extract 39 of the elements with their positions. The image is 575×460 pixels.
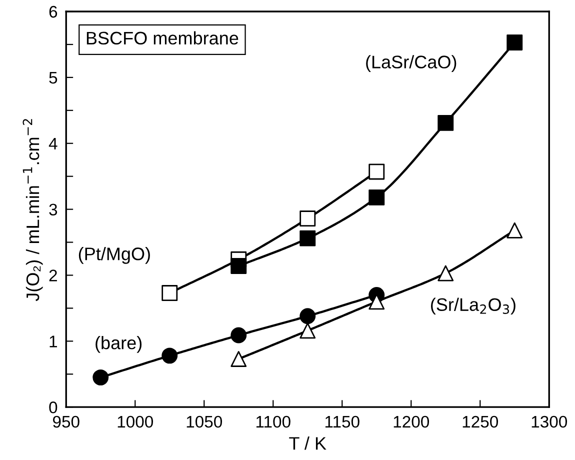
point (230, 327, 247, 344)
point (300, 230, 316, 246)
point (368, 189, 385, 206)
point (506, 222, 523, 238)
y-tick-label: 4 (48, 138, 58, 150)
series-label: (bare) (96, 336, 142, 353)
x-tick-label: 1050 (186, 416, 222, 428)
x-tick-label: 1000 (118, 416, 154, 428)
x-tick-label: 1300 (532, 416, 568, 428)
x-tick-label: 1100 (256, 416, 290, 428)
x-tick-label: 1250 (462, 416, 498, 428)
y-tick-label: 2 (49, 270, 57, 282)
point (230, 350, 247, 367)
point (506, 34, 523, 50)
point (300, 322, 316, 339)
point (92, 369, 109, 386)
point (300, 210, 316, 227)
series-label: (Sr/La$_{2}$O$_{3}$) (431, 298, 516, 315)
y-tick-label: 3 (49, 204, 58, 216)
y-tick-label: 5 (49, 72, 58, 84)
x-tick-label: 1150 (325, 416, 360, 428)
y-tick-label: 6 (49, 6, 58, 18)
point (300, 308, 316, 324)
point (368, 164, 385, 180)
text: BSCFO membrane (86, 31, 238, 45)
x-tick-label: 950 (53, 416, 80, 428)
y-tick-label: 0 (49, 402, 58, 414)
series-label: (Pt/MgO) (78, 247, 150, 264)
x-axis-title: T / K (289, 436, 326, 450)
point (438, 114, 454, 131)
point (230, 258, 247, 274)
y-axis-title: J(O₂) / mL.min$^{−1}$.cm$^{−2}$ (22, 119, 43, 302)
x-tick-label: 1200 (394, 416, 430, 428)
y-tick-label: 1 (50, 336, 57, 348)
point (162, 285, 178, 302)
point (368, 294, 385, 310)
point (438, 265, 454, 282)
point (162, 348, 178, 364)
series-label: (LaSr/CaO) (366, 55, 456, 72)
